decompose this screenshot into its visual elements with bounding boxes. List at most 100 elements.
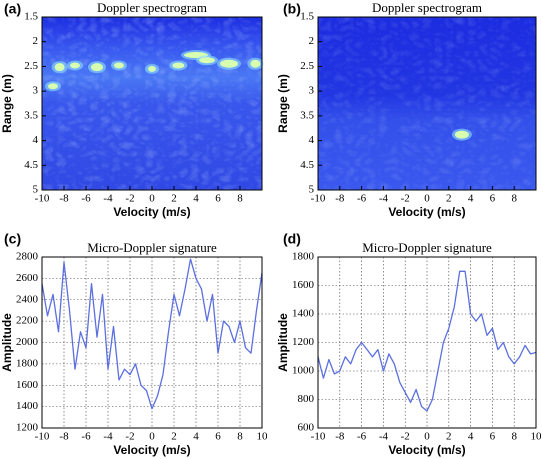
panel-label: (d) bbox=[283, 231, 301, 247]
x-axis-label: Velocity (m/s) bbox=[113, 205, 190, 219]
y-tick-label: 4 bbox=[33, 134, 39, 146]
y-tick-label: 1200 bbox=[292, 336, 315, 348]
chart-title: Micro-Doppler signature bbox=[362, 240, 492, 255]
x-tick-label: -2 bbox=[401, 193, 410, 205]
y-tick-label: 1.5 bbox=[300, 11, 314, 23]
x-axis-label: Velocity (m/s) bbox=[388, 443, 465, 457]
y-tick-label: 2400 bbox=[16, 293, 39, 305]
x-tick-label: 2 bbox=[171, 431, 177, 443]
plot-frame bbox=[317, 16, 537, 191]
y-tick-label: 4 bbox=[309, 134, 315, 146]
x-tick-label: 2 bbox=[446, 193, 452, 205]
y-tick-label: 2 bbox=[33, 35, 39, 47]
y-tick-label: 2000 bbox=[16, 336, 39, 348]
x-tick-label: -6 bbox=[81, 193, 91, 205]
x-tick-label: -6 bbox=[357, 431, 367, 443]
x-tick-label: -10 bbox=[311, 193, 326, 205]
y-tick-label: 1.5 bbox=[24, 11, 38, 23]
x-tick-label: 10 bbox=[257, 431, 269, 443]
panel-label: (c) bbox=[4, 231, 21, 247]
y-tick-label: 5 bbox=[33, 184, 39, 196]
hot-spot bbox=[91, 63, 103, 72]
data-line bbox=[317, 270, 537, 412]
y-tick-label: 4.5 bbox=[300, 159, 314, 171]
y-tick-label: 1800 bbox=[16, 357, 39, 369]
x-tick-label: 2 bbox=[171, 193, 177, 205]
x-tick-label: 10 bbox=[531, 431, 543, 443]
x-tick-label: -10 bbox=[311, 431, 326, 443]
y-tick-label: 2.5 bbox=[300, 60, 314, 72]
plot-frame bbox=[41, 256, 263, 429]
y-axis-label: Range (m) bbox=[0, 74, 14, 133]
y-tick-label: 3 bbox=[33, 85, 39, 97]
y-tick-label: 2600 bbox=[16, 272, 39, 284]
x-tick-label: -6 bbox=[81, 431, 91, 443]
y-tick-label: 1400 bbox=[292, 308, 315, 320]
y-tick-label: 1200 bbox=[16, 422, 39, 434]
x-tick-label: 6 bbox=[215, 193, 221, 205]
y-axis-label: Amplitude bbox=[0, 313, 14, 372]
x-tick-label: -4 bbox=[379, 193, 389, 205]
x-tick-label: 4 bbox=[193, 193, 199, 205]
x-tick-label: 4 bbox=[193, 431, 199, 443]
x-tick-label: 8 bbox=[237, 193, 243, 205]
x-tick-label: -2 bbox=[401, 431, 410, 443]
y-tick-label: 4.5 bbox=[24, 159, 38, 171]
x-tick-label: -4 bbox=[379, 431, 389, 443]
y-tick-label: 1000 bbox=[292, 365, 315, 377]
x-tick-label: 0 bbox=[424, 193, 430, 205]
spectrogram-texture bbox=[42, 17, 262, 190]
y-tick-label: 1800 bbox=[292, 251, 315, 263]
hot-spot bbox=[250, 59, 261, 68]
hot-spot bbox=[114, 62, 124, 69]
x-tick-label: 0 bbox=[424, 431, 430, 443]
data-line bbox=[41, 258, 263, 410]
x-tick-label: 0 bbox=[149, 431, 155, 443]
hot-spot bbox=[454, 130, 469, 139]
y-tick-label: 2 bbox=[309, 35, 315, 47]
hot-spot bbox=[220, 59, 238, 68]
spectrogram-texture bbox=[318, 17, 536, 190]
x-tick-label: -4 bbox=[103, 431, 113, 443]
x-tick-label: -4 bbox=[103, 193, 113, 205]
hot-spot bbox=[148, 65, 156, 72]
x-tick-label: -8 bbox=[335, 431, 345, 443]
chart-title: Doppler spectrogram bbox=[97, 0, 207, 15]
x-tick-label: -8 bbox=[59, 193, 69, 205]
y-tick-label: 600 bbox=[298, 422, 315, 434]
x-tick-label: -2 bbox=[125, 193, 134, 205]
x-tick-label: -8 bbox=[59, 431, 69, 443]
x-tick-label: 0 bbox=[149, 193, 155, 205]
y-tick-label: 1600 bbox=[16, 379, 39, 391]
hot-spot bbox=[48, 83, 58, 90]
x-axis-label: Velocity (m/s) bbox=[388, 205, 465, 219]
y-axis-label: Amplitude bbox=[276, 313, 290, 372]
y-tick-label: 1400 bbox=[16, 400, 39, 412]
hot-spot bbox=[54, 63, 65, 72]
x-tick-label: 4 bbox=[468, 431, 474, 443]
chart-title: Doppler spectrogram bbox=[372, 0, 482, 15]
chart-title: Micro-Doppler signature bbox=[87, 240, 217, 255]
panel-label: (a) bbox=[4, 1, 21, 17]
y-tick-label: 3.5 bbox=[24, 109, 38, 121]
x-tick-label: 6 bbox=[490, 431, 496, 443]
x-tick-label: -8 bbox=[335, 193, 345, 205]
hot-spot bbox=[199, 57, 215, 64]
x-tick-label: 4 bbox=[468, 193, 474, 205]
x-tick-label: 2 bbox=[446, 431, 452, 443]
y-tick-label: 3 bbox=[309, 85, 315, 97]
x-tick-label: 8 bbox=[511, 431, 517, 443]
hot-spot bbox=[172, 62, 185, 69]
x-tick-label: -10 bbox=[35, 431, 50, 443]
y-tick-label: 800 bbox=[298, 393, 315, 405]
x-tick-label: 6 bbox=[490, 193, 496, 205]
x-tick-label: -2 bbox=[125, 431, 134, 443]
x-tick-label: 6 bbox=[215, 431, 221, 443]
y-tick-label: 3.5 bbox=[300, 109, 314, 121]
panel-label: (b) bbox=[283, 1, 301, 17]
y-tick-label: 5 bbox=[309, 184, 315, 196]
plot-frame bbox=[41, 16, 263, 191]
y-axis-label: Range (m) bbox=[276, 74, 290, 133]
x-tick-label: -6 bbox=[357, 193, 367, 205]
